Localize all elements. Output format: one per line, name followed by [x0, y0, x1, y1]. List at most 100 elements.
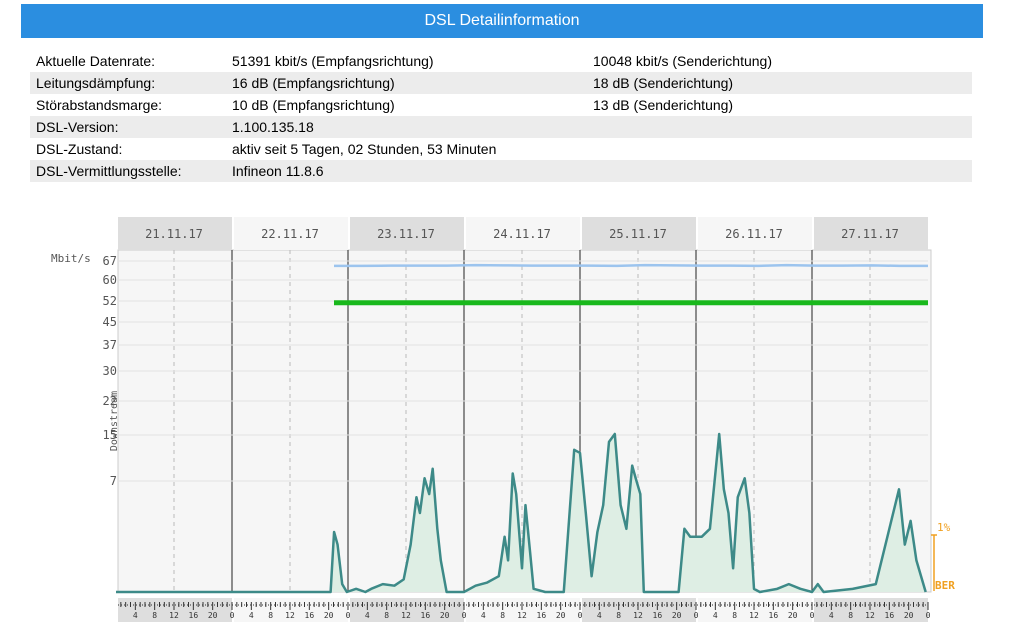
row-value-down: Infineon 11.8.6: [226, 160, 587, 182]
row-value-up: 18 dB (Senderichtung): [587, 72, 972, 94]
hour-tick-label: 4: [713, 611, 718, 620]
hour-tick-label: 20: [208, 611, 218, 620]
hour-tick-label: 20: [324, 611, 334, 620]
row-value-down: 1.100.135.18: [226, 116, 587, 138]
row-value-up: [587, 138, 972, 160]
y-unit-label: Mbit/s: [51, 252, 91, 265]
table-row: Aktuelle Datenrate: 51391 kbit/s (Empfan…: [30, 50, 972, 72]
hour-tick-label: 8: [152, 611, 157, 620]
ber-label: BER: [935, 579, 955, 592]
table-row: Störabstandsmarge: 10 dB (Empfangsrichtu…: [30, 94, 972, 116]
hour-tick-label: 0: [578, 611, 583, 620]
row-value-up: [587, 160, 972, 182]
hour-tick-label: 0: [462, 611, 467, 620]
y-tick-label: 7: [110, 474, 117, 488]
hour-tick-label: 16: [305, 611, 315, 620]
hour-tick-label: 4: [365, 611, 370, 620]
day-header-band: [698, 217, 812, 250]
row-label: DSL-Vermittlungsstelle:: [30, 160, 226, 182]
hour-tick-label: 20: [556, 611, 566, 620]
row-label: Störabstandsmarge:: [36, 97, 163, 113]
day-header-band: [814, 217, 928, 250]
y-tick-label: 45: [103, 315, 117, 329]
hour-tick-label: 8: [848, 611, 853, 620]
hour-tick-label: 20: [672, 611, 682, 620]
row-label: DSL-Zustand:: [36, 141, 123, 157]
y-tick-label: 52: [103, 294, 117, 308]
hour-tick-label: 20: [440, 611, 450, 620]
hour-tick-label: 4: [481, 611, 486, 620]
hour-tick-label: 20: [904, 611, 914, 620]
hour-tick-label: 12: [517, 611, 527, 620]
day-header-band: [466, 217, 580, 250]
row-label: Leitungsdämpfung:: [30, 72, 226, 94]
hour-tick-label: 12: [401, 611, 411, 620]
day-header-band: [350, 217, 464, 250]
hour-tick-label: 8: [384, 611, 389, 620]
downstream-chart-svg: 21.11.17 22.11.17 23.11.17 24.11.17 25.11.17…: [51, 217, 955, 622]
y-axis-label: Downstream: [109, 391, 120, 451]
table-row: DSL-Vermittlungsstelle: Infineon 11.8.6: [30, 160, 972, 182]
table-row: DSL-Version: 1.100.135.18: [30, 116, 972, 138]
row-value-up: 10048 kbit/s (Senderichtung): [593, 53, 772, 69]
hour-tick-label: 16: [421, 611, 431, 620]
hour-tick-label: 12: [285, 611, 295, 620]
row-label: DSL-Version:: [30, 116, 226, 138]
hour-tick-label: 8: [500, 611, 505, 620]
hour-tick-label: 0: [346, 611, 351, 620]
hour-tick-label: 16: [885, 611, 895, 620]
hour-tick-label: 12: [169, 611, 179, 620]
row-value-up: [587, 116, 972, 138]
hour-tick-label: 0: [230, 611, 235, 620]
hour-tick-label: 8: [732, 611, 737, 620]
day-header-label: 22.11.17: [261, 227, 319, 241]
y-tick-label: 30: [103, 364, 117, 378]
hour-tick-label: 16: [537, 611, 547, 620]
row-value-down: 16 dB (Empfangsrichtung): [226, 72, 587, 94]
page-header: DSL Detailinformation: [21, 4, 983, 38]
hour-tick-label: 0: [810, 611, 815, 620]
y-tick-label: 15: [103, 428, 117, 442]
row-value-up: 13 dB (Senderichtung): [593, 97, 734, 113]
page-title: DSL Detailinformation: [424, 12, 580, 29]
day-header-band: [118, 217, 232, 250]
errors-area: [116, 434, 926, 592]
day-header-band: [234, 217, 348, 250]
hour-tick-label: 4: [133, 611, 138, 620]
hour-tick-label: 0: [926, 611, 931, 620]
day-header-label: 26.11.17: [725, 227, 783, 241]
hour-tick-label: 16: [769, 611, 779, 620]
day-header-label: 23.11.17: [377, 227, 435, 241]
hour-tick-label: 4: [249, 611, 254, 620]
day-header-band: [582, 217, 696, 250]
hour-tick-label: 12: [633, 611, 643, 620]
y-tick-label: 22: [103, 394, 117, 408]
y-tick-label: 37: [103, 338, 117, 352]
row-value-down: 51391 kbit/s (Empfangsrichtung): [232, 53, 434, 69]
hour-tick-label: 12: [865, 611, 875, 620]
y-tick-label: 67: [103, 254, 117, 268]
ber-max-label: 1%: [937, 521, 951, 534]
hour-tick-label: 0: [694, 611, 699, 620]
hour-tick-label: 8: [268, 611, 273, 620]
hour-tick-label: 20: [788, 611, 798, 620]
row-value-down: 10 dB (Empfangsrichtung): [232, 97, 395, 113]
hour-tick-label: 16: [189, 611, 199, 620]
table-row: Leitungsdämpfung: 16 dB (Empfangsrichtun…: [30, 72, 972, 94]
downstream-chart: 21.11.17 22.11.17 23.11.17 24.11.17 25.11.17…: [0, 205, 1021, 622]
hour-tick-label: 12: [749, 611, 759, 620]
table-row: DSL-Zustand: aktiv seit 5 Tagen, 02 Stun…: [30, 138, 972, 160]
y-tick-label: 60: [103, 273, 117, 287]
hour-tick-label: 8: [616, 611, 621, 620]
day-header-label: 24.11.17: [493, 227, 551, 241]
errors-line: [116, 432, 927, 594]
row-label: Aktuelle Datenrate:: [36, 53, 156, 69]
day-header-label: 27.11.17: [841, 227, 899, 241]
dsl-info-table: Aktuelle Datenrate: 51391 kbit/s (Empfan…: [30, 50, 972, 182]
hour-tick-label: 4: [829, 611, 834, 620]
day-header-label: 21.11.17: [145, 227, 203, 241]
row-value-down: aktiv seit 5 Tagen, 02 Stunden, 53 Minut…: [232, 141, 497, 157]
capacity-line: [334, 263, 928, 268]
hour-tick-label: 16: [653, 611, 663, 620]
hour-tick-label: 4: [597, 611, 602, 620]
